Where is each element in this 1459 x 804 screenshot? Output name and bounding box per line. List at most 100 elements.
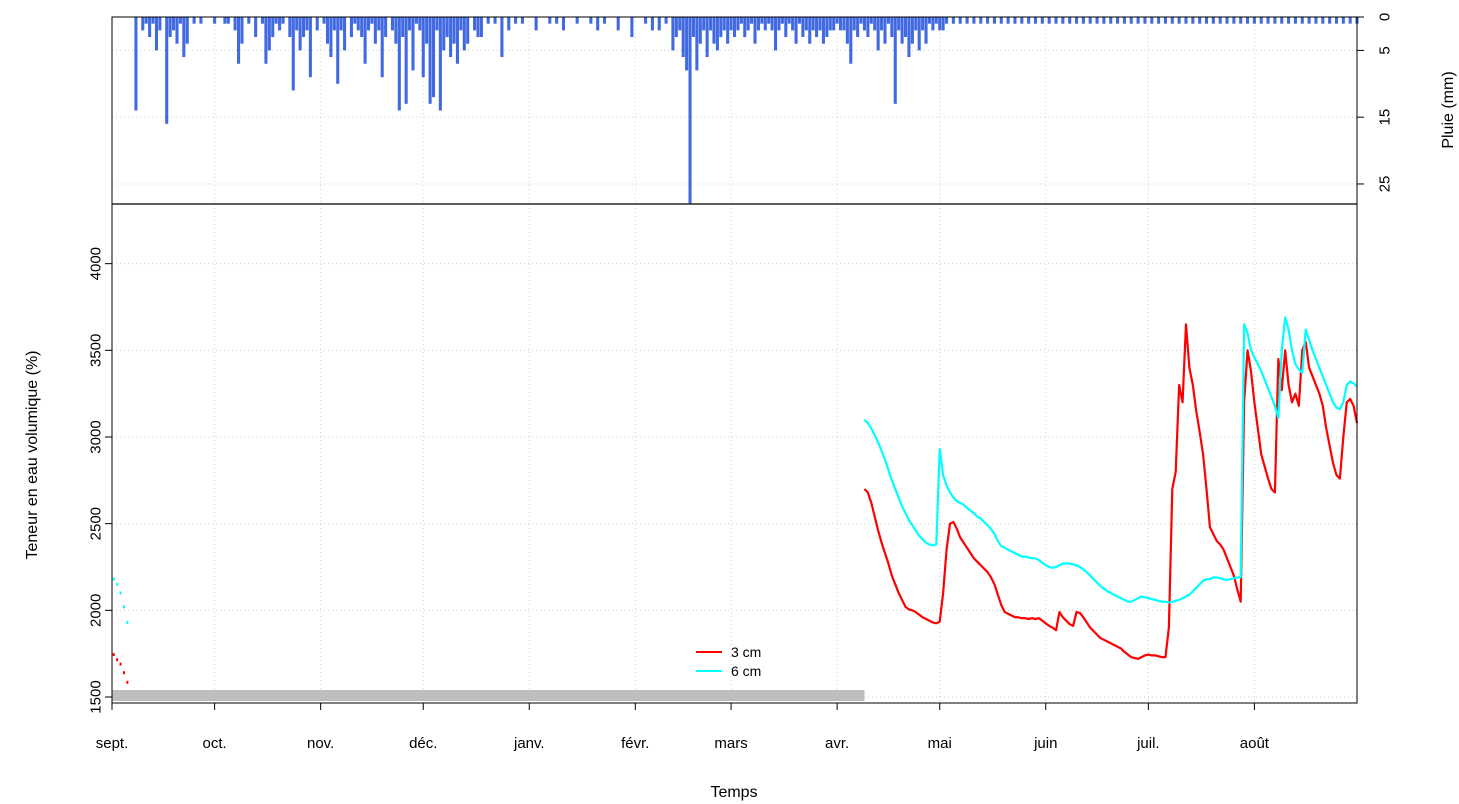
- rain-bar: [449, 17, 453, 58]
- rain-bar: [746, 17, 750, 31]
- legend-label-6cm: 6 cm: [731, 663, 761, 679]
- rain-bar: [418, 17, 422, 31]
- rain-bar: [1116, 17, 1120, 24]
- rain-bar: [691, 17, 695, 38]
- rain-bar: [325, 17, 330, 44]
- rain-bar: [353, 17, 357, 24]
- rain-bar: [1163, 17, 1167, 24]
- rain-bar: [322, 17, 326, 24]
- rain-bar: [237, 17, 241, 64]
- rain-bar: [561, 17, 566, 31]
- rain-bar: [880, 17, 884, 31]
- soil-series: [112, 316, 1359, 701]
- rain-bar: [1150, 17, 1154, 24]
- rain-bar: [1225, 17, 1229, 24]
- rain-bar: [876, 17, 880, 51]
- x-tick-label: août: [1240, 735, 1270, 752]
- rain-bar: [295, 17, 299, 31]
- rain-bar: [821, 17, 825, 44]
- rain-bar: [859, 17, 863, 24]
- rain-bar: [931, 17, 935, 31]
- rain-bar: [151, 17, 155, 24]
- rain-bar: [1006, 17, 1010, 24]
- rain-bar: [384, 17, 388, 38]
- rain-bar: [404, 17, 408, 104]
- rain-bar: [1259, 17, 1263, 24]
- soil-y-tick-label: 1500: [88, 680, 105, 713]
- rain-bar: [356, 17, 360, 31]
- series-line-3cm: [863, 323, 1359, 660]
- rain-bar: [856, 17, 860, 38]
- rain-bar: [797, 17, 802, 24]
- x-tick-label: juin: [1033, 735, 1057, 752]
- rain-bar: [1129, 17, 1133, 24]
- rain-bar: [972, 17, 976, 24]
- rain-bar: [254, 17, 258, 38]
- rain-bar: [455, 17, 459, 64]
- rain-bar: [1204, 17, 1209, 24]
- rain-bar: [1170, 17, 1174, 24]
- rain-bar: [695, 17, 699, 71]
- rain-bar: [1054, 17, 1058, 24]
- rain-bar: [589, 17, 593, 24]
- rain-bar: [698, 17, 702, 44]
- rain-bar: [688, 17, 692, 204]
- rain-bar: [435, 17, 439, 31]
- rain-bar: [267, 17, 271, 51]
- rain-bar: [548, 17, 552, 24]
- rain-bar: [1266, 17, 1270, 24]
- rain-bar: [650, 17, 654, 31]
- rain-bar: [862, 17, 867, 31]
- rain-bar: [260, 17, 265, 24]
- rain-bar: [890, 17, 894, 38]
- rain-bar: [1033, 17, 1038, 24]
- rain-bar: [671, 17, 675, 51]
- rain-bar: [172, 17, 176, 31]
- rain-bar: [811, 17, 815, 31]
- series-early-point: [112, 653, 115, 657]
- rain-bar: [1239, 17, 1243, 24]
- soil-grid: [111, 204, 1357, 703]
- rain-bar: [921, 17, 925, 31]
- rain-bar: [777, 17, 781, 31]
- rain-bar: [291, 17, 295, 91]
- rain-bar: [678, 17, 682, 31]
- rain-bar: [500, 17, 504, 58]
- rain-bar: [934, 17, 938, 24]
- rain-bar: [158, 17, 162, 31]
- rain-bar: [945, 17, 949, 24]
- rain-bar: [866, 17, 870, 38]
- rain-bar: [832, 17, 836, 31]
- rain-bar: [271, 17, 275, 38]
- rain-bar: [1246, 17, 1250, 24]
- rain-bar: [148, 17, 152, 38]
- rain-bar: [787, 17, 791, 24]
- rain-bar: [1013, 17, 1017, 24]
- rain-bar: [421, 17, 425, 78]
- rain-bar: [1157, 17, 1161, 24]
- rain-bar: [473, 17, 477, 31]
- rain-bar: [801, 17, 805, 38]
- rain-bar: [366, 17, 371, 31]
- series-early-point: [122, 671, 125, 675]
- soil-y-tick-label: 3000: [88, 420, 105, 453]
- rain-bar: [1307, 17, 1311, 24]
- rain-bar: [958, 17, 962, 24]
- rain-bar: [770, 17, 774, 31]
- rain-bar: [756, 17, 760, 31]
- rain-bar: [1136, 17, 1140, 24]
- x-tick-label: févr.: [621, 735, 649, 752]
- rain-bar: [520, 17, 524, 24]
- rain-bar: [712, 17, 716, 44]
- rain-bar: [134, 17, 138, 111]
- rain-bar: [1068, 17, 1072, 24]
- rain-bar: [298, 17, 302, 51]
- rain-bar: [428, 17, 432, 104]
- x-tick-label: sept.: [96, 735, 129, 752]
- rain-bar: [924, 17, 928, 44]
- rain-bar: [240, 17, 244, 44]
- x-tick-label: nov.: [307, 735, 334, 752]
- series-early-point: [116, 582, 119, 586]
- rain-bar: [1095, 17, 1099, 24]
